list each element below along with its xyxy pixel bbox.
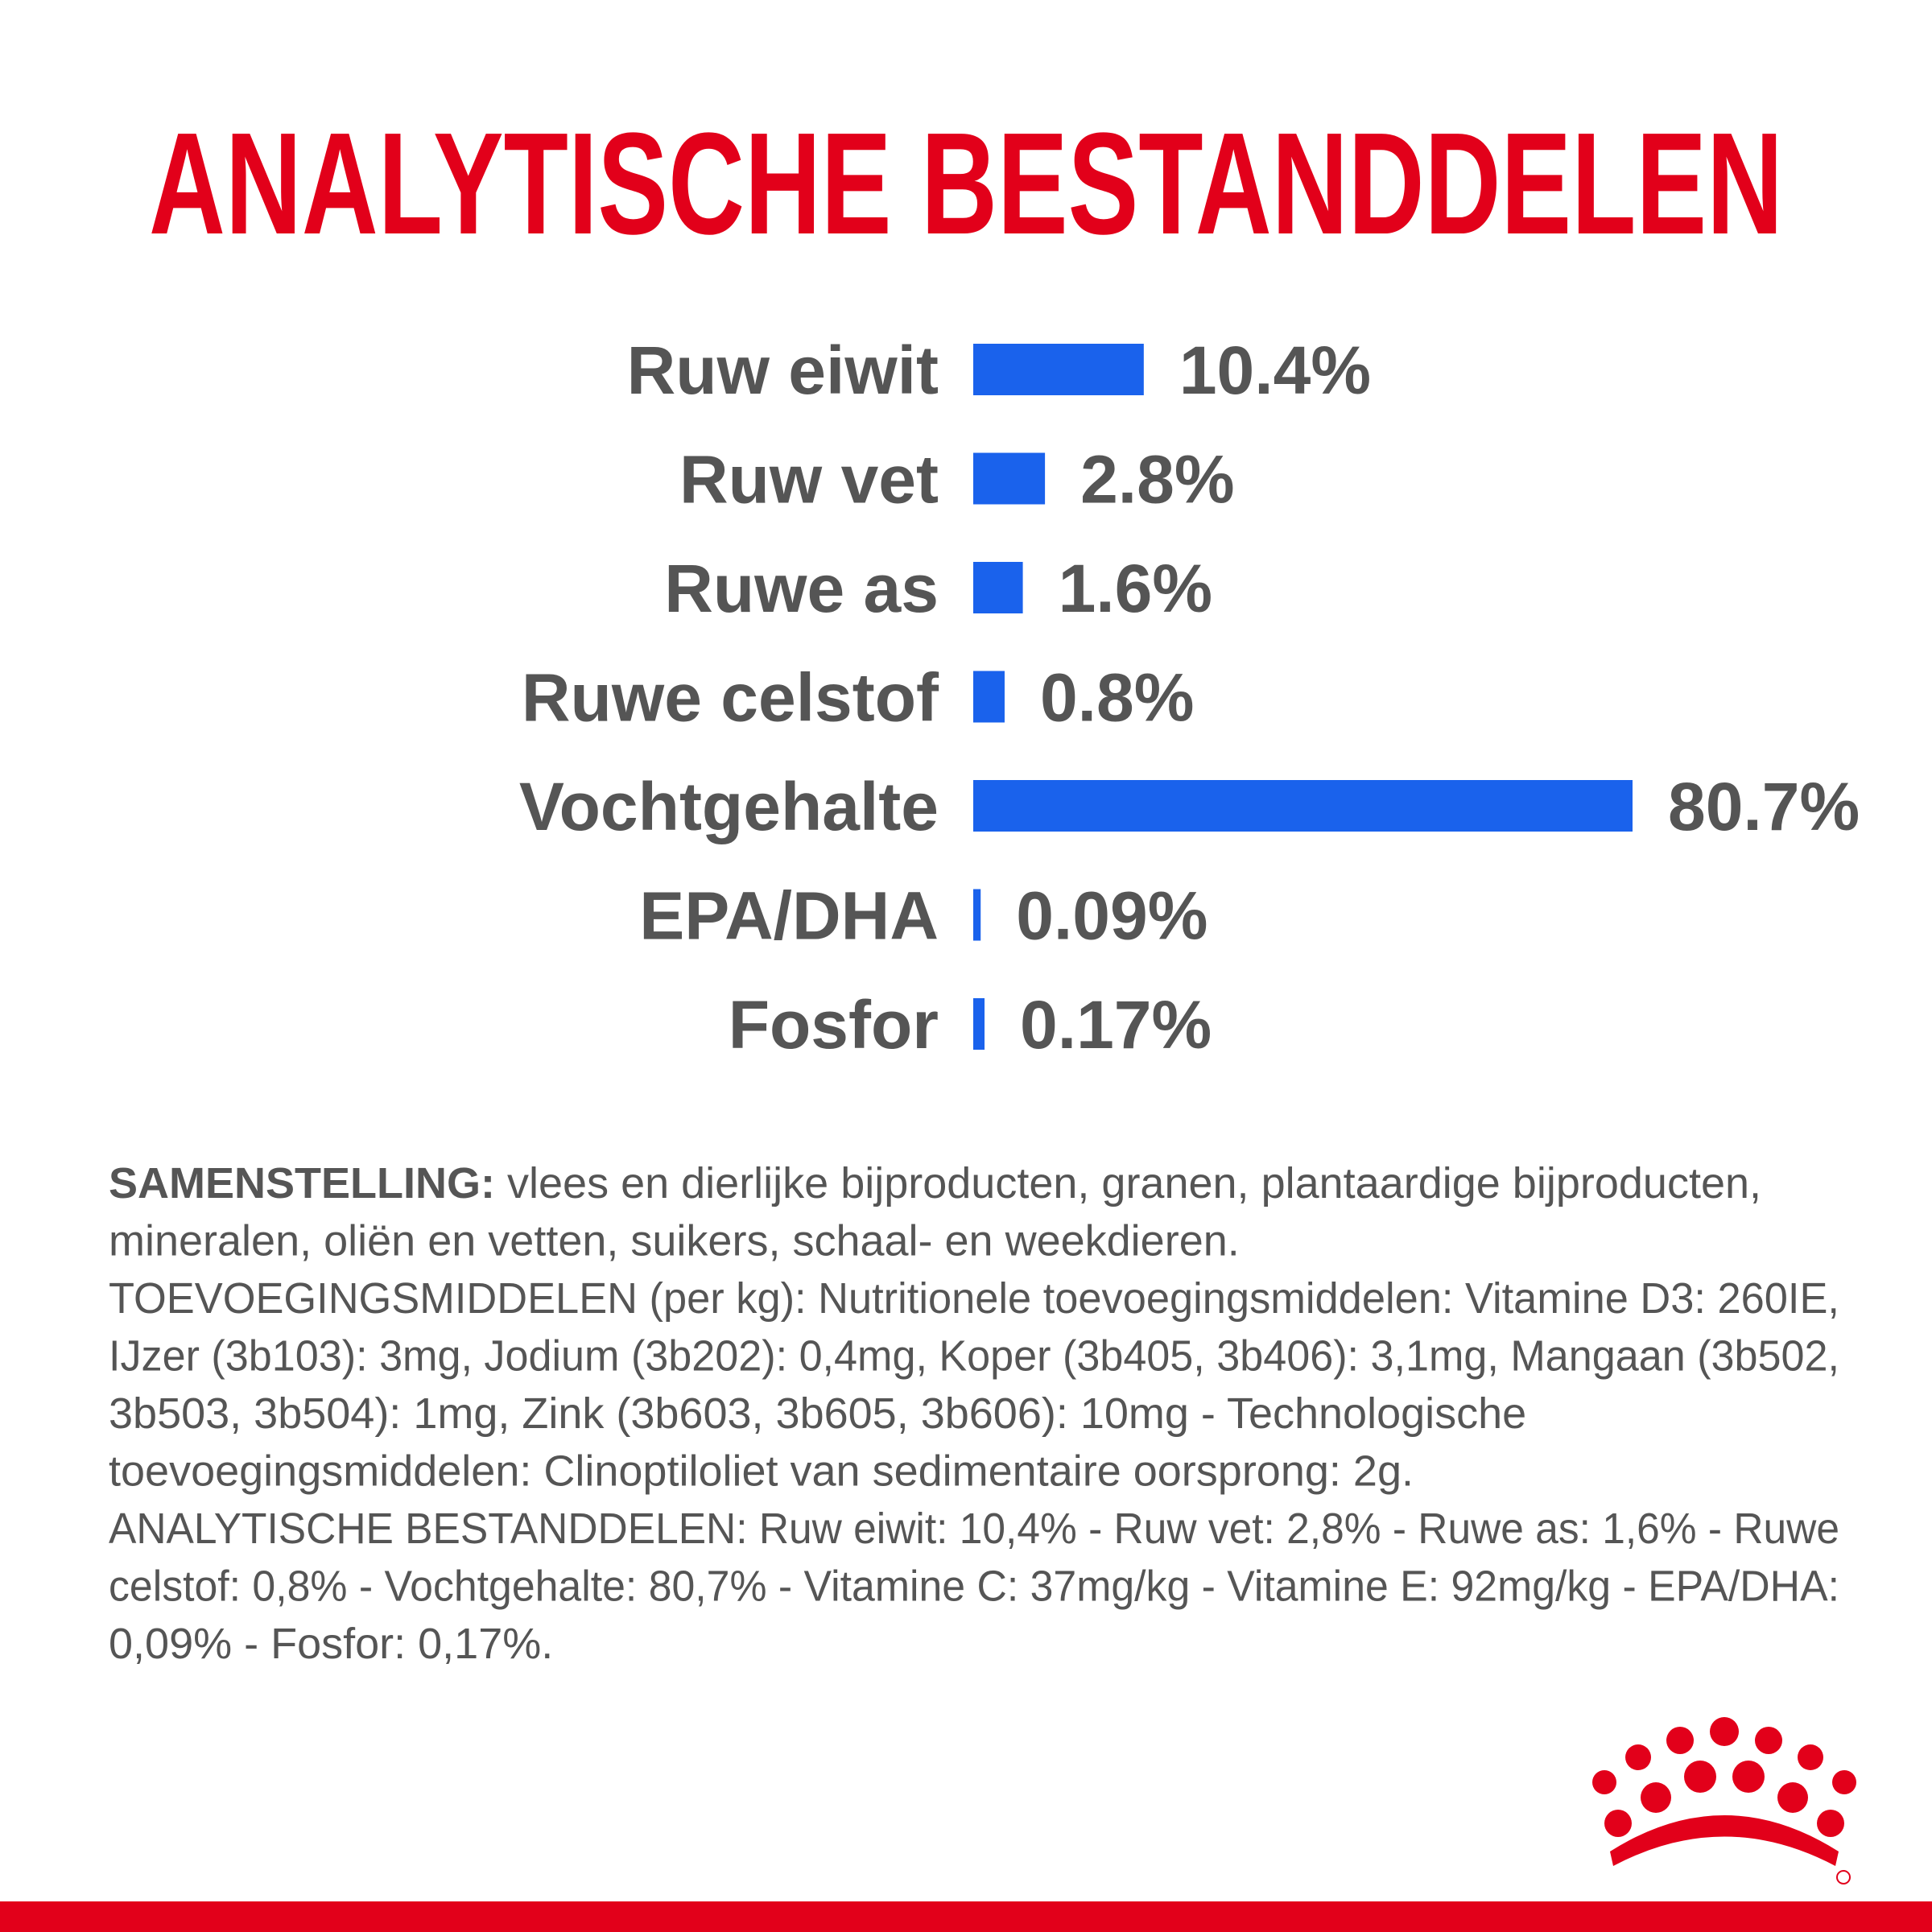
category-label: Fosfor xyxy=(729,987,939,1063)
category-label: Ruw vet xyxy=(679,442,939,518)
bar xyxy=(973,671,1005,723)
bar xyxy=(973,344,1144,395)
composition-line: TOEVOEGINGSMIDDELEN (per kg): Nutritione… xyxy=(109,1274,1839,1323)
value-label: 10.4% xyxy=(1179,332,1371,408)
composition-line: 0,09% - Fosfor: 0,17%. xyxy=(109,1620,553,1668)
chart-title: ANALYTISCHE BESTANDDELEN xyxy=(149,103,1783,265)
bar xyxy=(973,889,981,941)
composition-line: mineralen, oliën en vetten, suikers, sch… xyxy=(109,1217,1240,1265)
composition-text: celstof: 0,8% - Vochtgehalte: 80,7% - Vi… xyxy=(109,1563,1839,1611)
bar xyxy=(973,452,1046,505)
composition-line: 3b503, 3b504): 1mg, Zink (3b603, 3b605, … xyxy=(109,1389,1526,1438)
composition-text: ANALYTISCHE BESTANDDELEN: Ruw eiwit: 10,… xyxy=(109,1505,1839,1553)
composition-text: 3b503, 3b504): 1mg, Zink (3b603, 3b605, … xyxy=(109,1389,1526,1438)
composition-line: ANALYTISCHE BESTANDDELEN: Ruw eiwit: 10,… xyxy=(109,1505,1839,1553)
value-label: 0.17% xyxy=(1020,987,1212,1063)
bar xyxy=(973,998,985,1050)
composition-line: IJzer (3b103): 3mg, Jodium (3b202): 0,4m… xyxy=(109,1332,1839,1381)
category-label: Ruwe celstof xyxy=(522,660,939,736)
composition-text: toevoegingsmiddelen: Clinoptiloliet van … xyxy=(109,1447,1414,1496)
composition-label: SAMENSTELLING: xyxy=(109,1159,495,1208)
category-label: Vochtgehalte xyxy=(519,769,939,844)
composition-line: toevoegingsmiddelen: Clinoptiloliet van … xyxy=(109,1447,1414,1496)
composition-text: mineralen, oliën en vetten, suikers, sch… xyxy=(109,1217,1240,1265)
value-label: 80.7% xyxy=(1668,769,1860,844)
composition-text: vlees en dierlijke bijproducten, granen,… xyxy=(495,1159,1761,1208)
footer-bar xyxy=(0,1901,1932,1932)
bar xyxy=(973,780,1633,832)
value-label: 2.8% xyxy=(1080,442,1234,518)
value-label: 0.8% xyxy=(1040,660,1194,736)
category-label: Ruw eiwit xyxy=(627,332,939,408)
logo xyxy=(1592,1717,1856,1885)
composition-line: SAMENSTELLING: vlees en dierlijke bijpro… xyxy=(109,1159,1761,1208)
composition-text: 0,09% - Fosfor: 0,17%. xyxy=(109,1620,553,1668)
composition-text: IJzer (3b103): 3mg, Jodium (3b202): 0,4m… xyxy=(109,1332,1839,1381)
composition-line: celstof: 0,8% - Vochtgehalte: 80,7% - Vi… xyxy=(109,1563,1839,1611)
category-label: Ruwe as xyxy=(664,551,939,626)
value-label: 0.09% xyxy=(1016,878,1208,954)
composition-text: TOEVOEGINGSMIDDELEN (per kg): Nutritione… xyxy=(109,1274,1839,1323)
bar xyxy=(973,562,1023,613)
category-label: EPA/DHA xyxy=(639,878,939,954)
value-label: 1.6% xyxy=(1059,551,1212,626)
